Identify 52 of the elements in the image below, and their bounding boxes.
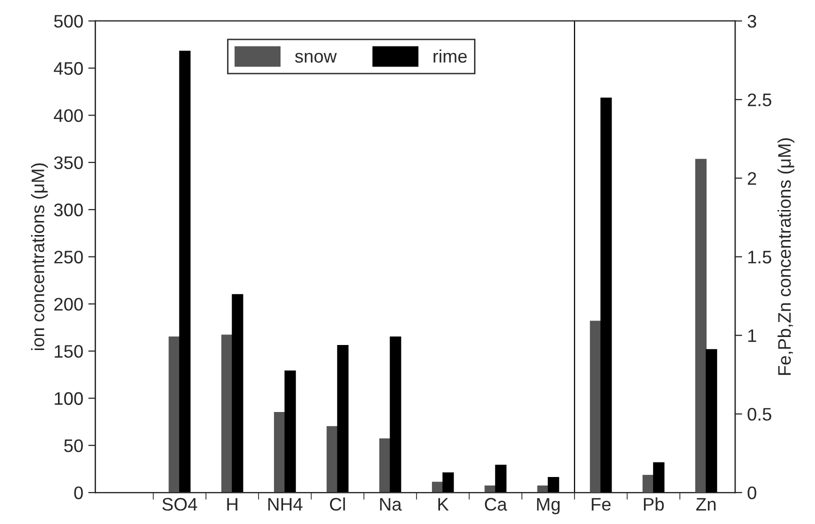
bar bbox=[600, 98, 612, 493]
x-tick-label: Mg bbox=[537, 498, 560, 514]
bar bbox=[442, 472, 454, 493]
bar bbox=[390, 336, 402, 493]
bar bbox=[232, 294, 244, 493]
y2-tick-label: 0.5 bbox=[748, 408, 772, 421]
bar bbox=[642, 474, 654, 493]
bar bbox=[379, 438, 391, 493]
y-axis-title: ion concentrations (μM) bbox=[31, 163, 48, 350]
y-tick-label: 350 bbox=[54, 156, 83, 170]
y2-tick-label: 0 bbox=[748, 486, 756, 500]
y-tick-label: 50 bbox=[64, 439, 83, 452]
y2-tick-label: 1.5 bbox=[748, 250, 772, 264]
bar bbox=[653, 462, 664, 493]
y-tick-label: 100 bbox=[54, 392, 83, 405]
y2-axis-title: Fe,Pb,Zn concentrations (μM) bbox=[778, 138, 794, 375]
y-tick-label: 500 bbox=[54, 14, 83, 28]
x-tick-label: H bbox=[227, 498, 238, 511]
y-tick-label: 250 bbox=[54, 250, 83, 264]
y2-tick-label: 2.5 bbox=[748, 93, 772, 106]
x-tick-label: K bbox=[438, 498, 449, 511]
bar bbox=[706, 349, 718, 493]
bar bbox=[168, 336, 180, 493]
y-tick-label: 400 bbox=[54, 109, 83, 122]
legend-label: snow bbox=[295, 52, 337, 63]
bar bbox=[284, 370, 296, 493]
x-tick-label: Ca bbox=[484, 498, 508, 511]
x-tick-label: Zn bbox=[696, 498, 716, 511]
legend-label: rime bbox=[434, 49, 467, 63]
bar bbox=[274, 412, 286, 493]
y-tick-label: 0 bbox=[74, 486, 83, 500]
x-tick-label: NH4 bbox=[268, 498, 302, 511]
y2-tick-label: 2 bbox=[748, 172, 756, 185]
y2-tick-label: 1 bbox=[748, 329, 756, 342]
x-tick-label: Cl bbox=[330, 497, 345, 511]
bar bbox=[590, 320, 602, 493]
bar bbox=[326, 426, 338, 493]
y2-tick-label: 3 bbox=[748, 14, 756, 28]
bar bbox=[337, 345, 349, 493]
bar bbox=[695, 158, 707, 493]
bar bbox=[221, 334, 233, 493]
y-tick-label: 200 bbox=[54, 298, 83, 311]
y-tick-label: 150 bbox=[54, 345, 83, 358]
x-tick-label: Pb bbox=[644, 497, 664, 511]
bar bbox=[495, 464, 506, 493]
y-tick-label: 450 bbox=[54, 62, 83, 75]
x-tick-label: Na bbox=[380, 498, 402, 511]
bar bbox=[179, 50, 191, 493]
x-tick-label: SO4 bbox=[162, 498, 198, 511]
x-tick-label: Fe bbox=[592, 498, 611, 511]
bar bbox=[548, 477, 560, 493]
y-tick-label: 300 bbox=[54, 204, 83, 216]
